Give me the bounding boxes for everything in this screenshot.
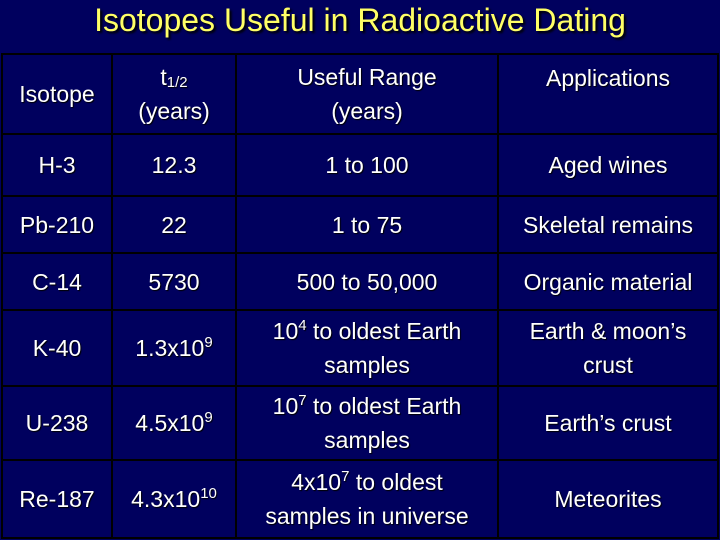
range-rest: to oldest Earth xyxy=(306,393,462,419)
isotope-cell: Re-187 xyxy=(1,459,113,539)
range-exponent: 7 xyxy=(341,468,350,485)
half-life-symbol: t xyxy=(160,64,167,90)
table-row: Re-187 4.3x1010 4x107 to oldest samples … xyxy=(1,459,719,539)
application-cell: Organic material xyxy=(497,252,719,311)
half-life-cell: 12.3 xyxy=(111,133,237,197)
range-exponent: 4 xyxy=(298,317,307,334)
isotope-table: Isotope t1/2 (years) Useful Range (years… xyxy=(1,53,719,539)
header-useful-range: Useful Range (years) xyxy=(235,53,499,135)
range-rest: to oldest xyxy=(349,469,443,495)
half-life-cell: 1.3x109 xyxy=(111,309,237,387)
half-life-cell: 4.3x1010 xyxy=(111,459,237,539)
half-life-base: 1.3x10 xyxy=(135,335,205,361)
range-line2: samples xyxy=(324,352,410,378)
half-life-exponent: 10 xyxy=(200,485,217,502)
table-row: Pb-210 22 1 to 75 Skeletal remains xyxy=(1,195,719,254)
half-life-cell: 5730 xyxy=(111,252,237,311)
table-row: K-40 1.3x109 104 to oldest Earth samples… xyxy=(1,309,719,387)
half-life-subscript: 1/2 xyxy=(166,74,188,91)
table-row: C-14 5730 500 to 50,000 Organic material xyxy=(1,252,719,311)
application-cell: Earth’s crust xyxy=(497,385,719,461)
half-life-cell: 4.5x109 xyxy=(111,385,237,461)
half-life-exponent: 9 xyxy=(204,334,213,351)
application-line2: crust xyxy=(583,352,633,378)
half-life-base: 4.3x10 xyxy=(131,486,201,512)
range-cell: 107 to oldest Earth samples xyxy=(235,385,499,461)
range-cell: 4x107 to oldest samples in universe xyxy=(235,459,499,539)
range-cell: 104 to oldest Earth samples xyxy=(235,309,499,387)
range-line2: samples in universe xyxy=(265,503,469,529)
header-applications: Applications xyxy=(497,53,719,135)
useful-range-label: Useful Range xyxy=(297,64,437,90)
application-cell: Aged wines xyxy=(497,133,719,197)
isotope-cell: Pb-210 xyxy=(1,195,113,254)
range-exponent: 7 xyxy=(298,392,307,409)
isotope-cell: K-40 xyxy=(1,309,113,387)
application-line1: Earth & moon’s xyxy=(529,318,687,344)
range-cell: 1 to 100 xyxy=(235,133,499,197)
half-life-unit: (years) xyxy=(138,98,210,124)
range-base: 10 xyxy=(272,318,299,344)
half-life-base: 4.5x10 xyxy=(135,410,205,436)
range-cell: 500 to 50,000 xyxy=(235,252,499,311)
slide-title: Isotopes Useful in Radioactive Dating xyxy=(94,2,626,38)
half-life-cell: 22 xyxy=(111,195,237,254)
table-row: U-238 4.5x109 107 to oldest Earth sample… xyxy=(1,385,719,461)
isotope-cell: H-3 xyxy=(1,133,113,197)
range-cell: 1 to 75 xyxy=(235,195,499,254)
isotope-cell: U-238 xyxy=(1,385,113,461)
header-half-life: t1/2 (years) xyxy=(111,53,237,135)
header-isotope: Isotope xyxy=(1,53,113,135)
range-line2: samples xyxy=(324,427,410,453)
useful-range-unit: (years) xyxy=(331,98,403,124)
application-cell: Skeletal remains xyxy=(497,195,719,254)
table-row: H-3 12.3 1 to 100 Aged wines xyxy=(1,133,719,197)
range-base: 4x10 xyxy=(291,469,342,495)
header-row: Isotope t1/2 (years) Useful Range (years… xyxy=(1,53,719,135)
range-base: 10 xyxy=(272,393,299,419)
range-rest: to oldest Earth xyxy=(306,318,462,344)
application-cell: Earth & moon’s crust xyxy=(497,309,719,387)
isotope-cell: C-14 xyxy=(1,252,113,311)
half-life-exponent: 9 xyxy=(204,409,213,426)
application-cell: Meteorites xyxy=(497,459,719,539)
